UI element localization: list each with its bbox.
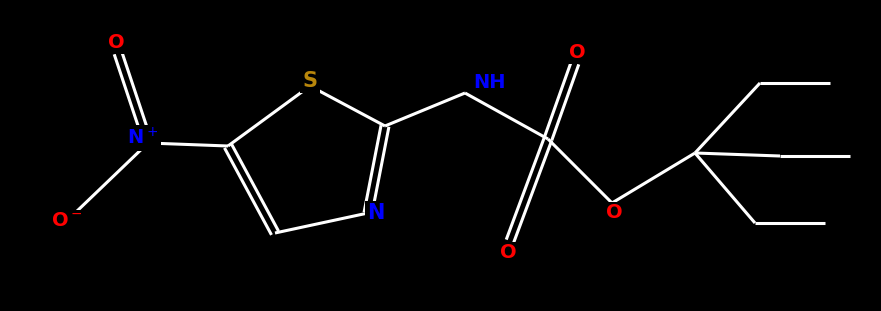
Text: S: S: [302, 71, 317, 91]
Text: O: O: [500, 244, 516, 262]
Text: N: N: [367, 203, 385, 223]
Text: NH: NH: [473, 73, 506, 92]
Text: O$^-$: O$^-$: [51, 211, 83, 230]
Text: N$^+$: N$^+$: [128, 127, 159, 149]
Text: O: O: [107, 34, 124, 53]
Text: O: O: [569, 44, 585, 63]
Text: O: O: [606, 203, 622, 222]
